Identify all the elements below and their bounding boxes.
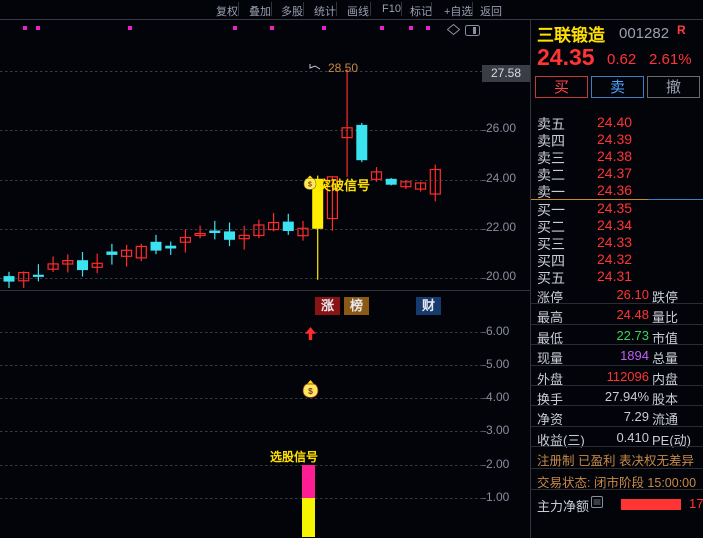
svg-text:$: $ [308,182,312,189]
svg-text:$: $ [308,386,313,396]
